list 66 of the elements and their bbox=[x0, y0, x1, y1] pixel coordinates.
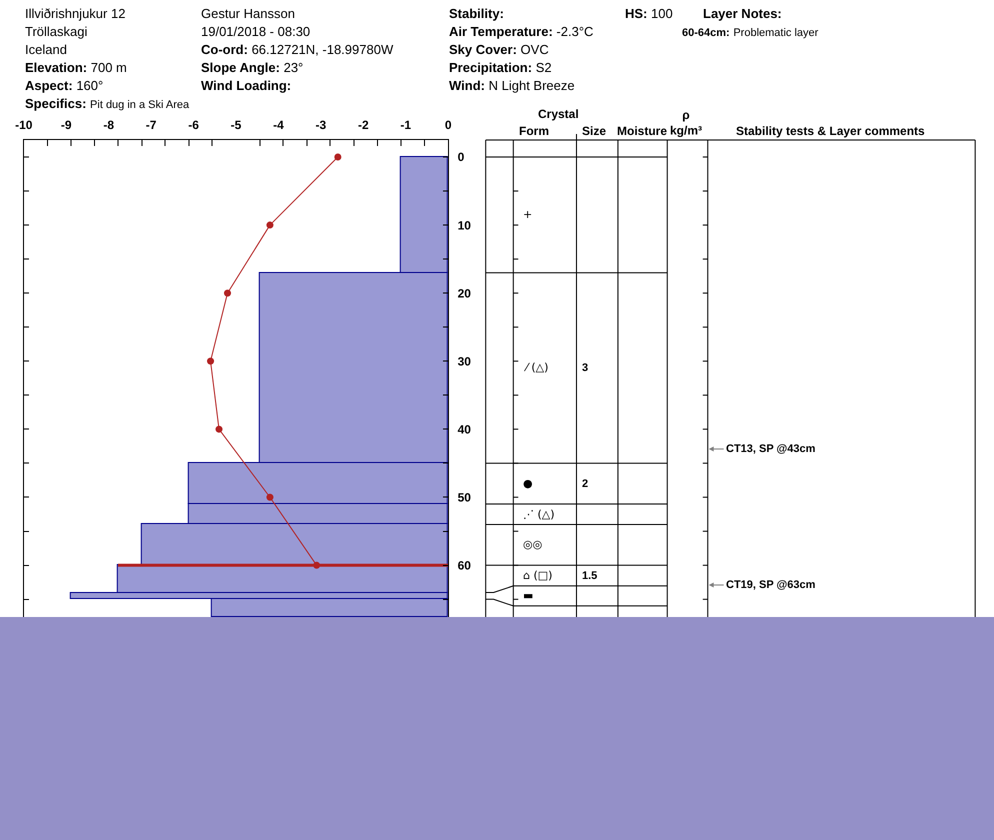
text: 23° bbox=[284, 60, 304, 75]
text: Pit dug in a Ski Area bbox=[90, 99, 190, 111]
text: OVC bbox=[520, 42, 549, 57]
y-tick-label: 40 bbox=[458, 422, 472, 436]
text: -2.3°C bbox=[556, 24, 594, 39]
x-tick-label: -9 bbox=[60, 118, 72, 132]
x-tick-label: -1 bbox=[400, 118, 412, 132]
text: Wind Loading: bbox=[201, 78, 292, 93]
text: Air Temperature: bbox=[449, 24, 553, 39]
x-tick-label: -7 bbox=[146, 118, 157, 132]
y-tick-label: 20 bbox=[458, 286, 472, 300]
x-tick-label: -4 bbox=[273, 118, 284, 132]
text: Illviðrishnjukur 12 bbox=[25, 6, 126, 21]
text: Elevation: bbox=[25, 60, 88, 75]
text: 60-64cm: bbox=[682, 27, 730, 39]
text: Wind: bbox=[449, 78, 485, 93]
x-tick-label: -8 bbox=[103, 118, 114, 132]
text: Stability: bbox=[449, 6, 504, 21]
text: 3 bbox=[582, 362, 588, 374]
x-tick-label: -2 bbox=[358, 118, 369, 132]
text: Sky Cover: bbox=[449, 42, 517, 57]
x-tick-label: 0 bbox=[444, 118, 452, 132]
text: Iceland bbox=[25, 42, 67, 57]
category-label: ρ kg/m³ bbox=[670, 108, 702, 138]
y-tick-label: 30 bbox=[458, 354, 472, 368]
text: Specifics: bbox=[25, 96, 86, 111]
text: 100 bbox=[651, 6, 673, 21]
text: ⌂ (□) bbox=[523, 569, 552, 582]
text: 1.5 bbox=[582, 570, 598, 582]
text: + bbox=[523, 208, 532, 221]
text: ⋰ (△) bbox=[523, 508, 555, 521]
text: HS: bbox=[625, 6, 648, 21]
text: ◎◎ bbox=[523, 538, 542, 551]
text: Precipitation: bbox=[449, 60, 532, 75]
text: 66.12721N, -18.99780W bbox=[252, 42, 394, 57]
y-tick-label: 60 bbox=[458, 558, 472, 572]
text: Crystal bbox=[538, 107, 579, 121]
text: Layer Notes: bbox=[703, 6, 782, 21]
text: CT19, SP @63cm bbox=[726, 579, 816, 591]
text: Gestur Hansson bbox=[201, 6, 295, 21]
category-label: Form bbox=[519, 124, 549, 138]
text: Tröllaskagi bbox=[25, 24, 88, 39]
text: Slope Angle: bbox=[201, 60, 280, 75]
text: CT13, SP @43cm bbox=[726, 443, 816, 455]
text: ▬ bbox=[523, 589, 534, 602]
text: 2 bbox=[582, 478, 588, 490]
text: 160° bbox=[76, 78, 104, 93]
text: ● bbox=[523, 477, 533, 490]
text: Aspect: bbox=[25, 78, 73, 93]
category-label: Size bbox=[582, 124, 606, 138]
x-tick-label: -5 bbox=[230, 118, 242, 132]
y-tick-label: 10 bbox=[458, 218, 472, 232]
text: Problematic layer bbox=[733, 27, 819, 39]
x-tick-label: -3 bbox=[316, 118, 327, 132]
category-label: Stability tests & Layer comments bbox=[736, 124, 926, 138]
y-tick-label: 50 bbox=[458, 490, 472, 504]
text: 19/01/2018 - 08:30 bbox=[201, 24, 310, 39]
text: S2 bbox=[536, 60, 552, 75]
text: Co-ord: bbox=[201, 42, 248, 57]
y-tick-label: 0 bbox=[458, 150, 465, 164]
x-tick-label: -10 bbox=[15, 118, 33, 132]
text: 700 m bbox=[90, 60, 127, 75]
x-tick-label: -6 bbox=[188, 118, 200, 132]
category-label: Moisture bbox=[617, 124, 668, 138]
text: N Light Breeze bbox=[488, 78, 575, 93]
text: ⁄ (△) bbox=[523, 361, 548, 374]
